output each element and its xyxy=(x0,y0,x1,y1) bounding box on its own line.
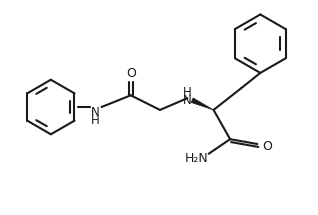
Text: N: N xyxy=(91,106,100,119)
Text: O: O xyxy=(126,67,136,80)
Text: H: H xyxy=(91,114,100,127)
Text: O: O xyxy=(262,140,272,154)
Text: N: N xyxy=(183,94,192,107)
Polygon shape xyxy=(191,98,214,110)
Text: H: H xyxy=(183,86,192,99)
Text: H₂N: H₂N xyxy=(185,152,209,165)
